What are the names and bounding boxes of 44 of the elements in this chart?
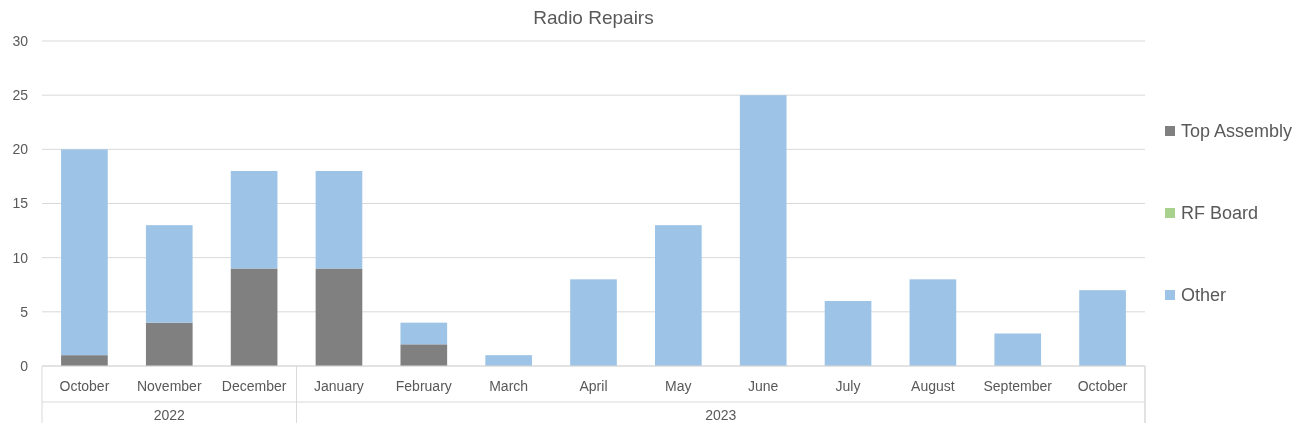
x-tick-label: December bbox=[221, 378, 287, 394]
x-tick-label: September bbox=[983, 378, 1053, 394]
y-tick-label: 30 bbox=[12, 32, 29, 49]
y-tick-label: 15 bbox=[12, 195, 29, 212]
chart-title: Radio Repairs bbox=[533, 7, 654, 28]
y-tick-label: 10 bbox=[12, 249, 29, 266]
x-tick-label: August bbox=[911, 378, 955, 394]
x-tick-label: October bbox=[59, 378, 110, 394]
bar bbox=[400, 322, 448, 345]
x-tick-label: March bbox=[489, 378, 529, 394]
bar bbox=[61, 355, 108, 366]
bar bbox=[824, 301, 872, 366]
bar bbox=[570, 279, 617, 366]
x-tick-label: May bbox=[665, 378, 692, 394]
bar bbox=[1079, 290, 1126, 366]
text: 2022 bbox=[153, 407, 186, 423]
legend-label: RF Board bbox=[1181, 203, 1259, 224]
y-tick-label: 5 bbox=[20, 303, 29, 320]
y-tick-label: 20 bbox=[12, 141, 29, 158]
bar bbox=[994, 333, 1042, 366]
x-tick-label: July bbox=[835, 378, 861, 394]
bar bbox=[230, 171, 278, 269]
bar bbox=[655, 225, 702, 366]
x-tick-label: November bbox=[136, 378, 202, 394]
text: 2023 bbox=[705, 407, 737, 423]
bar bbox=[315, 171, 363, 269]
x-tick-label: January bbox=[314, 378, 364, 394]
bar bbox=[315, 268, 363, 366]
bar bbox=[145, 225, 193, 323]
x-tick-label: June bbox=[748, 378, 779, 394]
legend-label: Top Assembly bbox=[1181, 121, 1293, 142]
bar bbox=[485, 355, 532, 366]
bar bbox=[739, 95, 787, 366]
x-tick-label: April bbox=[579, 378, 608, 394]
y-tick-label: 0 bbox=[20, 357, 29, 374]
y-tick-label: 25 bbox=[12, 87, 29, 104]
legend-label: Other bbox=[1181, 285, 1227, 306]
x-tick-label: February bbox=[395, 378, 452, 394]
bar bbox=[61, 149, 108, 356]
bar bbox=[230, 268, 278, 366]
x-tick-label: October bbox=[1077, 378, 1128, 394]
bar bbox=[145, 322, 193, 366]
bar bbox=[909, 279, 957, 366]
bar bbox=[400, 344, 448, 366]
